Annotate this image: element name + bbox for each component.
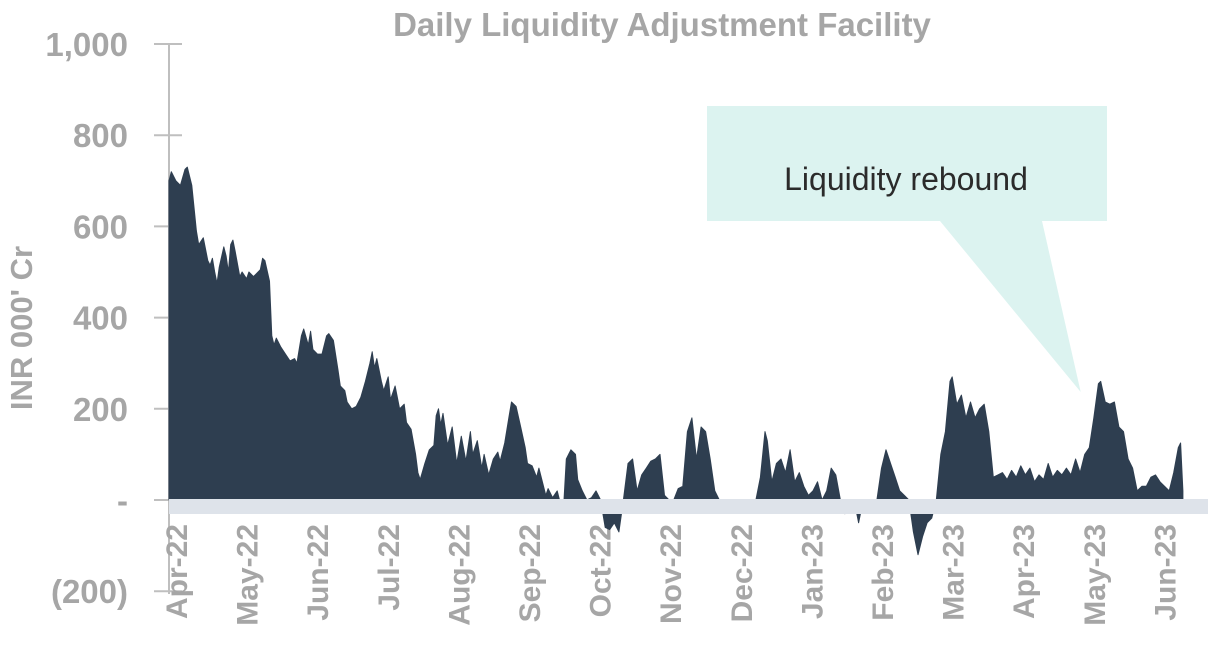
- x-tick-label: Sep-22: [514, 524, 547, 622]
- callout-box: [707, 106, 1107, 392]
- x-tick-label: Mar-23: [938, 524, 971, 621]
- x-tick-label: Jul-22: [373, 524, 406, 611]
- plot-area: [168, 166, 1208, 556]
- y-tick-label: 800: [73, 117, 128, 154]
- callout-text: Liquidity rebound: [784, 161, 1028, 197]
- x-tick-label: Dec-22: [726, 524, 759, 622]
- x-tick-label: Apr-23: [1008, 524, 1041, 619]
- x-tick-label: Oct-22: [585, 524, 618, 617]
- y-tick-label: -: [117, 482, 128, 519]
- x-axis: Apr-22 May-22 Jun-22 Jul-22 Aug-22 Sep-22 Oct-…: [161, 524, 1182, 626]
- x-tick-label: Jun-23: [1149, 524, 1182, 621]
- y-axis: 1,000 800 600 400 200 - (200): [45, 26, 182, 610]
- y-tick-label: 1,000: [45, 26, 128, 63]
- x-tick-label: Aug-22: [443, 524, 476, 626]
- y-tick-label: (200): [51, 573, 128, 610]
- chart-title: Daily Liquidity Adjustment Facility: [393, 6, 931, 43]
- x-tick-label: May-23: [1079, 524, 1112, 626]
- zero-baseline: [169, 499, 1208, 514]
- x-tick-label: Jan-23: [796, 524, 829, 619]
- x-tick-label: Apr-22: [161, 524, 194, 619]
- y-tick-label: 400: [73, 300, 128, 337]
- x-tick-label: Feb-23: [867, 524, 900, 621]
- x-tick-label: May-22: [232, 524, 265, 626]
- y-axis-label: INR 000' Cr: [4, 246, 39, 410]
- callout-annotation: Liquidity rebound: [707, 106, 1107, 392]
- y-tick-label: 200: [73, 391, 128, 428]
- x-tick-label: Jun-22: [302, 524, 335, 621]
- y-tick-label: 600: [73, 208, 128, 245]
- x-tick-label: Nov-22: [655, 524, 688, 624]
